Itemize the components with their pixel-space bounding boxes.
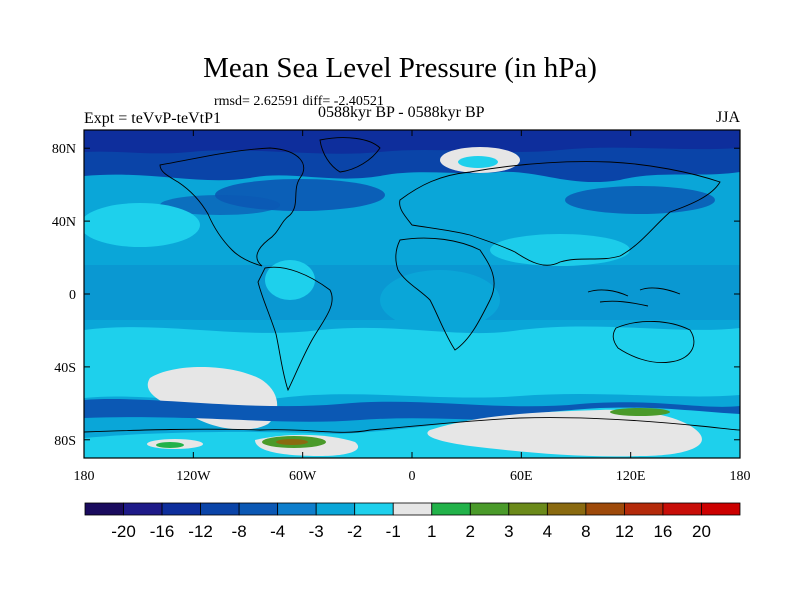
- colorbar-swatch: [238, 502, 279, 516]
- field-amazon-light: [265, 260, 315, 300]
- colorbar-swatch: [392, 502, 433, 516]
- colorbar-level-label: 20: [692, 522, 711, 541]
- field-scandinavia-core: [458, 156, 498, 168]
- stats-label: rmsd= 2.62591 diff= -2.40521: [214, 94, 384, 109]
- colorbar-level-label: -8: [232, 522, 247, 541]
- coast-africa: [395, 237, 495, 351]
- x-tick-label: 180: [730, 469, 751, 484]
- y-tick-label: 0: [69, 288, 76, 303]
- coast-north-america: [159, 147, 305, 267]
- colorbar-level-label: -1: [386, 522, 401, 541]
- colorbar-level-label: -12: [188, 522, 213, 541]
- colorbar-swatch: [624, 502, 664, 516]
- field-east-antarctic-high: [427, 409, 702, 457]
- colorbar-swatch: [701, 502, 741, 516]
- colorbar-level-label: -3: [309, 522, 324, 541]
- colorbar-swatch: [200, 502, 240, 516]
- colorbar-level-label: 8: [581, 522, 590, 541]
- coast-south-america: [257, 266, 333, 392]
- field-ross-green: [156, 442, 184, 448]
- colorbar-level-label: -4: [270, 522, 285, 541]
- y-tick-label: 80S: [54, 434, 76, 449]
- coast-australia: [612, 320, 695, 364]
- field-weddell-brown: [276, 439, 308, 445]
- colorbar-swatch: [354, 502, 394, 516]
- field-npac-light: [84, 203, 200, 247]
- colorbar-swatch: [546, 502, 587, 516]
- colorbar-swatch: [508, 502, 548, 516]
- colorbar-level-label: 16: [653, 522, 672, 541]
- coastlines: [84, 137, 740, 433]
- x-tick-label: 0: [409, 469, 416, 484]
- field-africa: [380, 270, 500, 330]
- x-tick-label: 120W: [176, 469, 211, 484]
- x-tick-label: 60W: [289, 469, 317, 484]
- field-arctic-core: [84, 130, 740, 154]
- x-tick-label: 60E: [510, 469, 533, 484]
- pressure-field: [84, 130, 740, 458]
- field-pacific-low: [565, 186, 715, 214]
- colorbar-swatch: [469, 502, 510, 516]
- field-east-green: [610, 408, 670, 416]
- colorbar-swatch: [84, 502, 124, 516]
- colorbar-level-label: 4: [543, 522, 552, 541]
- colorbar-level-label: 3: [504, 522, 513, 541]
- colorbar-level-label: -20: [111, 522, 136, 541]
- y-axis: 80N 40N 0 40S 80S: [52, 142, 740, 449]
- x-tick-label: 180: [74, 469, 95, 484]
- coast-greenland: [319, 137, 381, 173]
- colorbar: -20 -16 -12 -8 -4 -3 -2 -1 1 2 3 4 8 12 16 20: [84, 502, 741, 541]
- colorbar-swatch: [315, 502, 356, 516]
- y-tick-label: 80N: [52, 142, 76, 157]
- y-tick-label: 40N: [52, 215, 76, 230]
- colorbar-swatch: [585, 502, 625, 516]
- colorbar-level-label: -2: [347, 522, 362, 541]
- colorbar-level-label: 12: [615, 522, 634, 541]
- colorbar-swatch: [662, 502, 702, 516]
- colorbar-level-label: 2: [466, 522, 475, 541]
- colorbar-level-label: 1: [427, 522, 436, 541]
- y-tick-label: 40S: [54, 361, 76, 376]
- chart-title: Mean Sea Level Pressure (in hPa): [203, 52, 597, 84]
- colorbar-swatch: [123, 502, 163, 516]
- colorbar-level-label: -16: [150, 522, 175, 541]
- period-label: 0588kyr BP - 0588kyr BP: [318, 104, 485, 121]
- x-axis: 180 120W 60W 0 60E 120E 180: [74, 130, 751, 484]
- coast-eurasia: [399, 161, 721, 266]
- coast-antarctica: [84, 417, 740, 433]
- colorbar-swatch: [277, 502, 317, 516]
- colorbar-swatch: [161, 502, 201, 516]
- x-tick-label: 120E: [616, 469, 646, 484]
- season-label: JJA: [716, 109, 741, 126]
- colorbar-swatch: [431, 502, 471, 516]
- experiment-label: Expt = teVvP-teVtP1: [84, 110, 222, 127]
- field-np-low: [160, 195, 280, 215]
- coast-indonesia: [587, 287, 681, 307]
